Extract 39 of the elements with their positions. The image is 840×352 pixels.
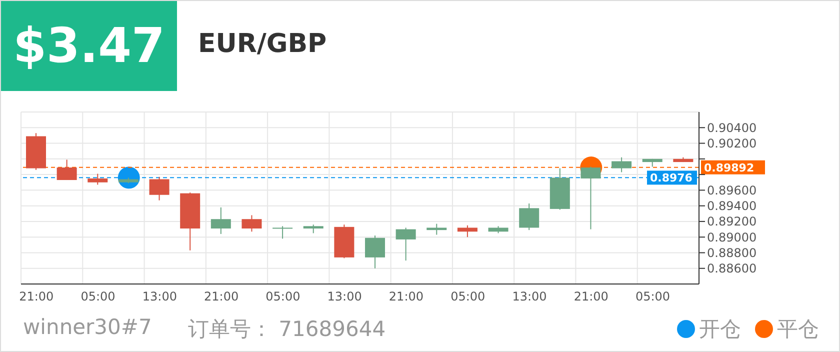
- x-tick-label: 21:00: [388, 290, 424, 304]
- candlestick: [457, 224, 478, 238]
- candlestick: [56, 159, 77, 181]
- ref-line-label: 0.8976: [650, 172, 693, 185]
- legend-label: 平仓: [777, 316, 819, 343]
- y-tick-label: 0.88600: [707, 262, 757, 276]
- x-tick-label: 05:00: [450, 290, 486, 304]
- y-tick-label: 0.89000: [707, 230, 757, 244]
- x-tick-label: 21:00: [204, 290, 239, 304]
- x-tick-label: 13:00: [142, 290, 177, 304]
- candlestick: [426, 223, 447, 236]
- candlestick: [272, 226, 293, 240]
- candlestick: [242, 214, 262, 232]
- candlestick: [365, 235, 385, 269]
- y-tick-label: 0.89400: [707, 199, 757, 214]
- text: 订单号： 71689644: [188, 316, 386, 343]
- chart-title: EUR/GBP: [198, 29, 327, 59]
- y-tick-label: 0.90200: [707, 136, 757, 151]
- legend-label: 开仓: [699, 316, 741, 343]
- text: $3.47: [1, 1, 177, 91]
- x-tick-label: 05:00: [635, 290, 670, 304]
- candlestick: [612, 156, 632, 173]
- x-tick-label: 21:00: [19, 290, 54, 304]
- x-tick-label: 05:00: [80, 290, 116, 304]
- y-tick-label: 0.88800: [707, 246, 757, 260]
- x-tick-label: 13:00: [512, 290, 547, 304]
- candlestick: [149, 176, 170, 201]
- x-tick-label: 13:00: [327, 290, 362, 304]
- candlestick: [396, 227, 416, 262]
- y-tick-label: 0.89200: [707, 214, 757, 229]
- y-tick-label: 0.90400: [707, 120, 757, 135]
- y-tick-label: 0.89600: [707, 183, 757, 198]
- candlestick: [519, 202, 540, 231]
- candlestick: [88, 173, 108, 186]
- ref-line-label: 0.89892: [704, 161, 754, 174]
- text: winner30#7: [23, 315, 152, 339]
- x-tick-label: 05:00: [266, 290, 300, 304]
- x-tick-label: 21:00: [574, 290, 608, 304]
- candlestick: [210, 206, 231, 234]
